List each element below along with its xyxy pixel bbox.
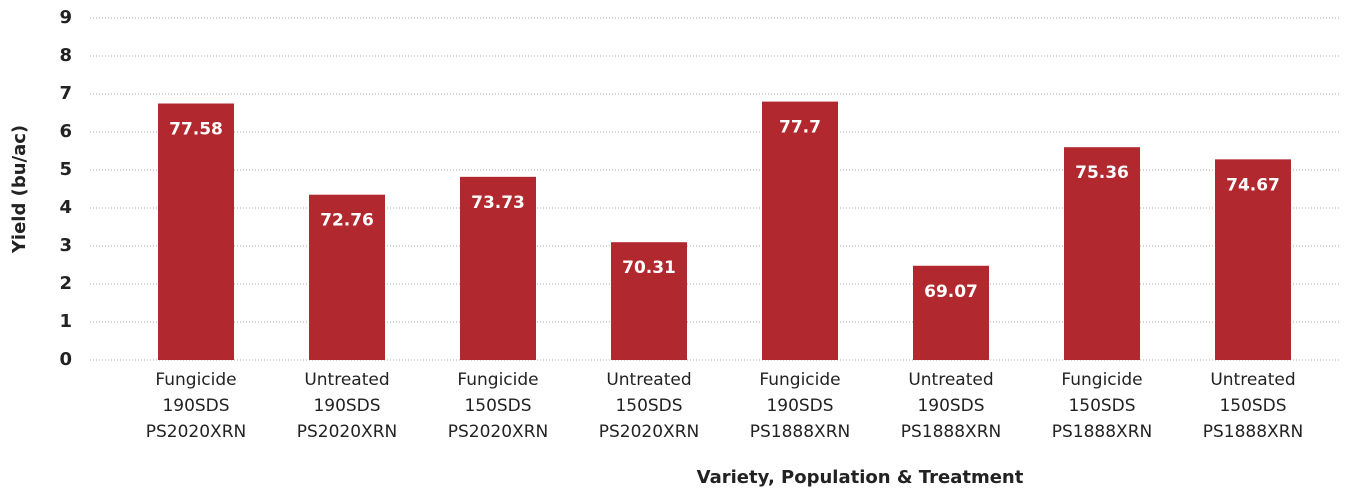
- y-tick-label: 9: [59, 7, 72, 28]
- y-tick-label: 1: [59, 311, 72, 332]
- bar: [309, 194, 385, 360]
- x-axis-title: Variety, Population & Treatment: [697, 467, 1024, 488]
- y-tick-label: 3: [59, 235, 72, 256]
- y-tick-label: 8: [59, 45, 72, 66]
- data-label: 72.76: [320, 211, 374, 231]
- bar: [460, 176, 536, 360]
- bar: [762, 101, 838, 360]
- bar: [158, 103, 234, 360]
- x-tick-label: Fungicide 190SDS PS2020XRN: [146, 370, 246, 442]
- x-tick-label: Fungicide 150SDS PS1888XRN: [1052, 370, 1152, 442]
- y-tick-label: 0: [59, 349, 72, 370]
- x-tick-label: Untreated 150SDS PS1888XRN: [1203, 370, 1303, 442]
- x-tick-label: Fungicide 150SDS PS2020XRN: [448, 370, 548, 442]
- data-label: 77.58: [169, 120, 223, 140]
- bar: [1064, 147, 1140, 360]
- x-tick-label: Fungicide 190SDS PS1888XRN: [750, 370, 850, 442]
- y-tick-label: 4: [59, 197, 72, 218]
- y-tick-label: 5: [59, 159, 72, 180]
- y-axis-title: Yield (bu/ac): [9, 125, 30, 254]
- data-label: 77.7: [779, 118, 821, 138]
- data-label: 75.36: [1075, 163, 1129, 183]
- data-label: 69.07: [924, 282, 978, 302]
- data-label: 74.67: [1226, 175, 1280, 195]
- y-tick-label: 6: [59, 121, 72, 142]
- bar: [1215, 159, 1291, 360]
- x-tick-label: Untreated 150SDS PS2020XRN: [599, 370, 699, 442]
- data-label: 73.73: [471, 193, 525, 213]
- bar: [913, 265, 989, 360]
- data-label: 70.31: [622, 258, 676, 278]
- y-tick-label: 7: [59, 83, 72, 104]
- bar: [611, 242, 687, 360]
- x-tick-label: Untreated 190SDS PS2020XRN: [297, 370, 397, 442]
- y-tick-label: 2: [59, 273, 72, 294]
- x-tick-label: Untreated 190SDS PS1888XRN: [901, 370, 1001, 442]
